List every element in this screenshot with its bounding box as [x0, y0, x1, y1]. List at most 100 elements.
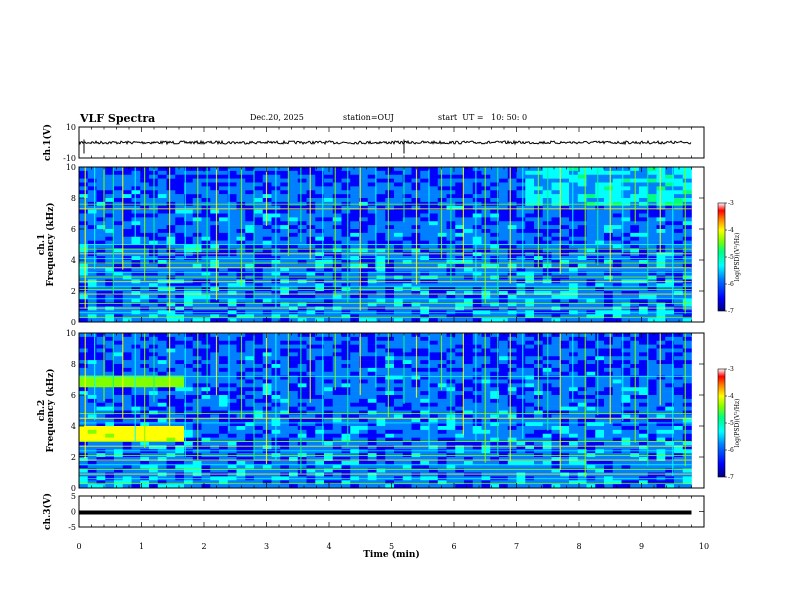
- ch2-spectrogram-cell: [315, 410, 325, 415]
- ch1-spectrogram-cell: [210, 252, 220, 257]
- ch1-spectrogram-cell: [157, 248, 167, 253]
- ch1-spectrogram-cell: [490, 283, 500, 288]
- ch1-spectrogram-cell: [630, 248, 640, 253]
- ch1-spectrogram-cell: [175, 194, 185, 199]
- ch2-spectrogram-cell: [306, 441, 316, 446]
- ch1-spectrogram-cell: [665, 167, 675, 172]
- ch2-spectrogram-cell: [350, 429, 360, 435]
- ch2-spectrogram-cell: [604, 340, 614, 345]
- ch2-spectrogram-cell: [210, 414, 220, 419]
- ch2-spectrogram-cell: [245, 348, 255, 353]
- ch2-spectrogram-cell: [604, 364, 614, 369]
- ch2-spectrogram-cell: [79, 406, 89, 411]
- ch1-spectrogram-cell: [280, 294, 290, 300]
- ch1-spectrogram-cell: [656, 213, 666, 218]
- ch2-spectrogram-cell: [157, 437, 167, 442]
- ch2-spectrogram-cell: [227, 352, 237, 357]
- ch1-spectrogram-cell: [516, 283, 526, 288]
- ch2-spectrogram-cell: [306, 356, 316, 361]
- ch2-spectrogram-cell: [647, 371, 657, 376]
- ch2-spectrogram-cell: [647, 402, 657, 407]
- ch2-spectrogram-cell: [96, 356, 106, 361]
- ch2-spectrogram-cell: [569, 395, 579, 400]
- ch1-spectrogram-cell: [420, 205, 430, 210]
- ch2-spectrogram-cell: [376, 398, 386, 404]
- ch1-spectrogram-cell: [577, 263, 587, 269]
- ch2-spectrogram-cell: [122, 398, 132, 404]
- ch1-spectrogram-cell: [429, 217, 439, 222]
- ch2-spectrogram-cell: [674, 395, 684, 400]
- ch1-spectrogram-cell: [569, 174, 579, 179]
- ch2-spectrogram-cell: [166, 340, 176, 345]
- ch2-spectrogram-cell: [79, 414, 89, 419]
- ch1-spectrogram-cell: [114, 298, 124, 303]
- ch1-spectrogram-cell: [289, 229, 299, 234]
- ch1-spectrogram-cell: [131, 225, 141, 230]
- ch2-spectrogram-cell: [114, 429, 124, 435]
- ch2-spectrogram-cell: [376, 426, 386, 431]
- ch2-spectrogram-cell: [647, 367, 657, 373]
- ch1-spectrogram-cell: [507, 213, 517, 218]
- ch2-spectrogram-cell: [507, 344, 517, 349]
- ch1-spectrogram-cell: [385, 209, 395, 214]
- ch2-spectrogram-cell: [254, 426, 264, 431]
- ch1-spectrogram-cell: [140, 291, 150, 296]
- ch2-spectrogram-cell: [350, 410, 360, 415]
- ch2-spectrogram-cell: [490, 375, 500, 380]
- ch1-spectrogram-cell: [455, 275, 465, 280]
- ch1-spectrogram-cell: [96, 318, 106, 323]
- ch2-spectrogram-cell: [87, 336, 97, 342]
- ch1-spectrogram-cell: [245, 291, 255, 296]
- ch1-spectrogram-cell: [525, 314, 535, 319]
- ch1-spectrogram-cell: [586, 182, 596, 187]
- ch2-spectrogram-cell: [367, 445, 377, 450]
- ch2-spectrogram-cell: [490, 336, 500, 342]
- ch1-spectrogram-cell: [499, 217, 509, 222]
- ch2-spectrogram-cell: [481, 352, 491, 357]
- ch1-spectrogram-cell: [87, 252, 97, 257]
- ch2-spectrogram-cell: [516, 344, 526, 349]
- ch2-spectrogram-cell: [472, 437, 482, 442]
- ch2-spectrogram-cell: [315, 429, 325, 435]
- ch2-spectrogram-cell: [612, 371, 622, 376]
- ch2-spectrogram-cell: [516, 433, 526, 438]
- ch2-spectrogram-cell: [114, 391, 124, 396]
- ch1-spectrogram-cell: [201, 190, 211, 195]
- ch1-spectrogram-cell: [394, 232, 404, 238]
- ch1-spectrogram-cell: [201, 221, 211, 226]
- ch2-spectrogram-cell: [122, 414, 132, 419]
- ch1-spectrogram-cell: [516, 260, 526, 265]
- ch2-spectrogram-cell: [665, 336, 675, 342]
- ch2-spectrogram-cell: [254, 360, 264, 365]
- ch2-spectrogram-cell: [201, 441, 211, 446]
- ch2-spectrogram-cell: [297, 364, 307, 369]
- ch2-spectrogram-cell: [227, 387, 237, 392]
- ch1-spectrogram-cell: [507, 252, 517, 257]
- ch2-spectrogram-cell: [516, 391, 526, 396]
- ch1-spectrogram-cell: [525, 205, 535, 210]
- ch2-spectrogram-cell: [131, 437, 141, 442]
- ch2-spectrogram-cell: [201, 356, 211, 361]
- ch1-spectrogram-cell: [376, 209, 386, 214]
- ch1-spectrogram-cell: [534, 302, 544, 307]
- ch1-spectrogram-cell: [201, 225, 211, 230]
- ch2-spectrogram-cell: [262, 441, 272, 446]
- ch2-spectrogram-cell: [534, 410, 544, 415]
- ch2-spectrogram-cell: [254, 383, 264, 388]
- ch2-spectrogram-cell: [429, 441, 439, 446]
- ch1-spectrogram-cell: [376, 198, 386, 203]
- ch2-spectrogram-cell: [157, 418, 167, 423]
- ch2-spectrogram-cell: [525, 387, 535, 392]
- ch1-spectrogram-cell: [630, 291, 640, 296]
- ch1-spectrogram-cell: [184, 205, 194, 210]
- ch2-spectrogram-cell: [114, 364, 124, 369]
- ch2-spectrogram-cell: [595, 391, 605, 396]
- ch2-spectrogram-cell: [455, 445, 465, 450]
- ch2-spectrogram-cell: [219, 379, 229, 384]
- ch1-spectrogram-cell: [490, 318, 500, 323]
- ch1-spectrogram-cell: [324, 217, 334, 222]
- ch2-spectrogram-cell: [437, 410, 447, 415]
- ch1-spectrogram-cell: [289, 275, 299, 280]
- ch2-spectrogram-cell: [315, 402, 325, 407]
- ch1-spectrogram-cell: [149, 267, 159, 272]
